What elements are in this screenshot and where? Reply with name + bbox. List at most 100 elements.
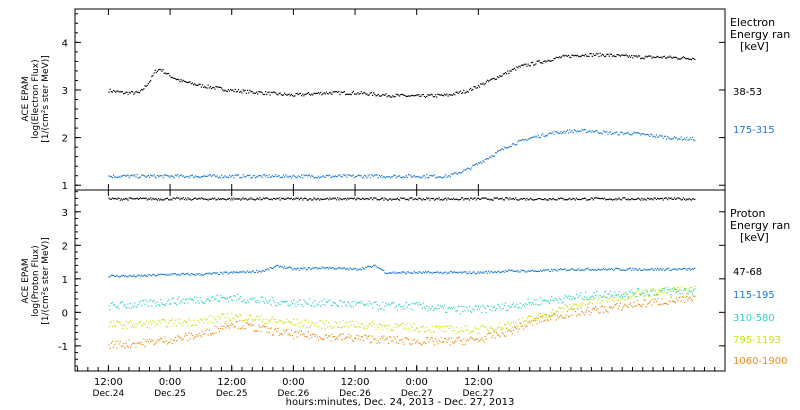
data-point (448, 306, 450, 309)
data-point (322, 339, 324, 341)
data-point (178, 296, 180, 298)
data-point (177, 319, 179, 321)
data-point (270, 176, 272, 178)
x-tick-label-time: 0:00 (405, 377, 427, 388)
data-point (323, 198, 325, 200)
data-point (454, 94, 456, 96)
data-point (341, 92, 343, 94)
data-point (432, 309, 434, 311)
data-point (232, 199, 234, 201)
data-point (319, 336, 321, 338)
data-point (573, 303, 575, 305)
data-point (654, 295, 656, 297)
data-point (578, 304, 580, 307)
time-x-axis: 12:00Dec.240:00Dec.2512:00Dec.250:00Dec.… (77, 9, 726, 399)
data-point (161, 70, 163, 72)
data-point (517, 141, 519, 143)
data-point (668, 289, 670, 291)
data-point (244, 319, 246, 321)
data-point (455, 340, 457, 342)
data-point (296, 177, 298, 179)
data-point (559, 56, 561, 58)
data-point (555, 131, 557, 133)
data-point (489, 332, 491, 335)
data-point (598, 197, 600, 200)
legend-entry-proton-310-580: 310-580 (733, 313, 775, 324)
data-point (311, 93, 313, 95)
data-point (669, 197, 671, 200)
data-point (560, 299, 562, 301)
data-point (277, 327, 279, 330)
data-point (484, 307, 486, 309)
data-point (299, 322, 302, 324)
data-point (245, 92, 247, 94)
data-point (445, 271, 447, 273)
data-point (165, 73, 167, 75)
data-point (390, 96, 392, 98)
data-point (467, 310, 469, 312)
data-point (617, 307, 619, 309)
data-point (515, 327, 517, 329)
data-point (671, 269, 673, 271)
data-point (372, 94, 374, 96)
data-point (689, 287, 691, 289)
data-point (431, 325, 433, 327)
data-point (395, 305, 397, 307)
data-point (267, 197, 269, 199)
data-point (156, 199, 158, 201)
data-point (128, 307, 130, 309)
data-point (648, 55, 650, 57)
data-point (424, 96, 427, 98)
data-point (522, 269, 525, 272)
data-point (506, 271, 508, 273)
data-point (328, 300, 330, 302)
data-point (418, 331, 420, 333)
data-point (366, 198, 368, 200)
data-point (565, 314, 567, 316)
data-point (303, 197, 305, 200)
data-point (596, 52, 598, 55)
data-point (216, 86, 218, 88)
data-point (147, 341, 149, 343)
data-point (341, 305, 343, 307)
data-point (270, 318, 272, 320)
data-point (299, 92, 302, 94)
data-point (349, 175, 351, 177)
data-point (190, 273, 192, 275)
data-point (402, 322, 404, 325)
data-point (162, 319, 164, 321)
data-point (205, 319, 207, 321)
data-point (197, 320, 199, 322)
data-point (452, 308, 454, 310)
data-point (372, 175, 374, 177)
data-point (304, 267, 306, 269)
data-point (642, 57, 644, 59)
data-point (116, 306, 118, 309)
data-point (325, 175, 327, 177)
data-point (414, 329, 416, 331)
data-point (528, 199, 530, 201)
data-point (611, 299, 614, 301)
data-point (486, 198, 489, 200)
data-point (341, 339, 343, 341)
data-point (369, 342, 371, 344)
data-point (654, 298, 656, 300)
data-point (253, 199, 255, 201)
data-point (641, 269, 643, 271)
data-point (420, 326, 422, 328)
data-point (475, 87, 477, 89)
data-point (212, 174, 214, 176)
data-point (169, 319, 171, 322)
data-point (472, 164, 474, 166)
data-point (628, 133, 630, 135)
data-point (595, 297, 597, 299)
data-point (311, 175, 313, 177)
data-point (510, 322, 512, 324)
data-point (472, 198, 474, 201)
data-point (303, 324, 305, 326)
data-point (550, 299, 552, 301)
data-point (500, 329, 502, 331)
data-point (221, 297, 223, 299)
data-point (553, 313, 555, 315)
data-point (577, 308, 579, 310)
